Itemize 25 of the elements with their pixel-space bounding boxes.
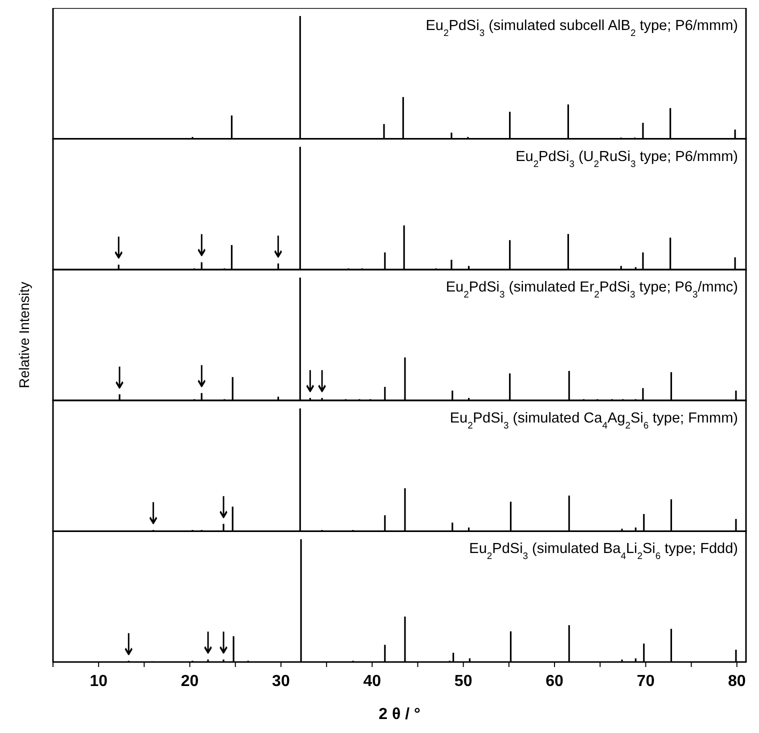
x-tick-label: 40 xyxy=(363,673,382,690)
x-tick-label: 10 xyxy=(90,673,108,690)
annotation: ↓ xyxy=(194,228,210,264)
chart-title: Eu$_{2}$PdSi$_{3}$ (simulated Ba$_{4}$Li$_{2}$Si$_{6}$ type; Fddd) xyxy=(469,541,738,561)
x-tick-label: 30 xyxy=(272,673,290,690)
annotation: ↓ xyxy=(216,490,232,526)
annotation: ↓ xyxy=(121,626,136,662)
annotation: ↓ xyxy=(270,230,286,265)
x-tick-label: 80 xyxy=(728,673,746,690)
chart-title: Eu$_{2}$PdSi$_{3}$ (U$_{2}$RuSi$_{3}$ type; P6/mmm) xyxy=(516,148,738,168)
x-tick-label: 20 xyxy=(180,673,199,690)
annotation: ↓ xyxy=(111,230,126,266)
chart-title: Eu$_{2}$PdSi$_{3}$ (simulated subcell AlB$_{2}$ type; P6/mmm) xyxy=(426,18,738,38)
annotation: ↓ xyxy=(146,496,161,532)
x-tick-label: 60 xyxy=(546,673,564,690)
annotation: ↓ xyxy=(216,626,232,661)
chart-title: Eu$_{2}$PdSi$_{3}$ (simulated Er$_{2}$PdSi$_{3}$ type; P6$_{3}$/mmc) xyxy=(446,280,738,300)
chart-title: Eu$_{2}$PdSi$_{3}$ (simulated Ca$_{4}$Ag$_{2}$Si$_{6}$ type; Fmmm) xyxy=(450,410,738,430)
x-axis-title: 2 θ / ° xyxy=(378,706,420,723)
y-axis-title: Relative Intensity xyxy=(16,282,32,388)
annotation: ↓ xyxy=(112,360,128,396)
annotation: ↓ xyxy=(200,626,216,661)
annotation: ↓ xyxy=(194,359,210,394)
x-tick-label: 50 xyxy=(454,673,472,690)
x-tick-label: 70 xyxy=(636,673,655,690)
